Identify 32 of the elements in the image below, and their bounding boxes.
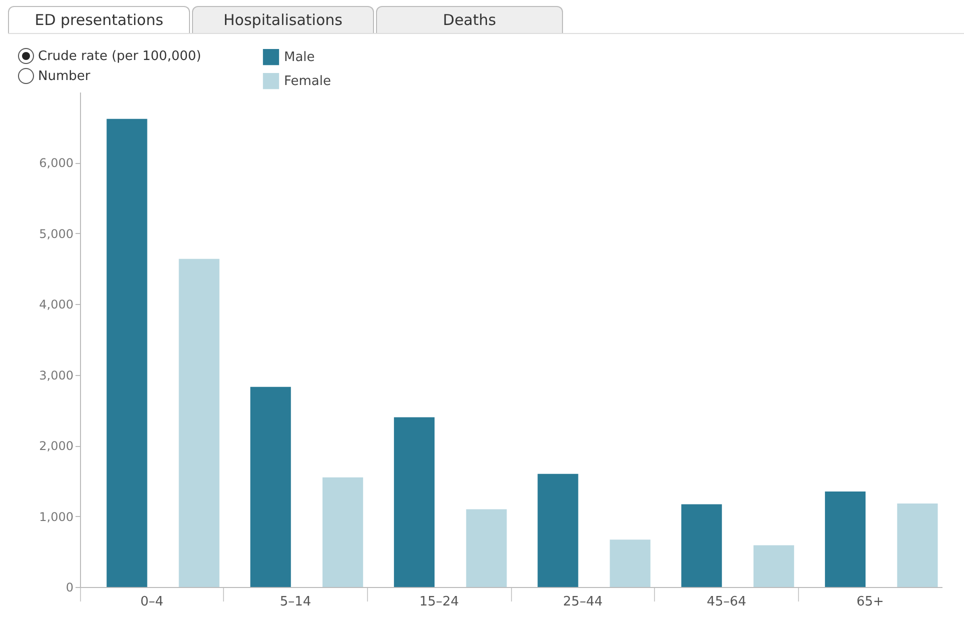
y-tick-label: 3,000 xyxy=(39,368,74,382)
y-tick-label: 4,000 xyxy=(39,298,74,312)
legend-label: Male xyxy=(284,50,315,65)
bar xyxy=(178,258,220,587)
y-tick-label: 2,000 xyxy=(39,439,74,454)
y-tick-label: 1,000 xyxy=(39,510,74,524)
text: Deaths xyxy=(376,6,563,33)
text: Hospitalisations xyxy=(192,6,374,33)
x-tick-label: 25–44 xyxy=(563,594,603,610)
y-tick-label: 6,000 xyxy=(39,156,74,170)
bar xyxy=(753,545,794,587)
bar xyxy=(322,477,364,587)
x-tick-label: 45–64 xyxy=(706,594,746,610)
bar xyxy=(466,509,507,587)
text: Crude rate (per 100,000) xyxy=(38,48,202,64)
x-tick-label: 65+ xyxy=(856,594,884,610)
bar xyxy=(824,492,866,587)
y-tick-label: 0 xyxy=(66,580,74,594)
bar xyxy=(394,417,435,587)
x-tick-label: 0–4 xyxy=(140,594,164,610)
x-tick-label: 5–14 xyxy=(280,594,312,610)
bar xyxy=(106,118,148,587)
text: Number xyxy=(38,68,90,84)
bar xyxy=(538,474,578,587)
y-tick-label: 5,000 xyxy=(39,226,74,241)
bar xyxy=(897,504,938,587)
bar xyxy=(681,504,722,587)
bar xyxy=(250,386,291,587)
x-tick-label: 15–24 xyxy=(419,594,459,610)
bar xyxy=(610,540,650,587)
legend-label: Female xyxy=(284,74,332,89)
text: ED presentations xyxy=(8,6,190,33)
